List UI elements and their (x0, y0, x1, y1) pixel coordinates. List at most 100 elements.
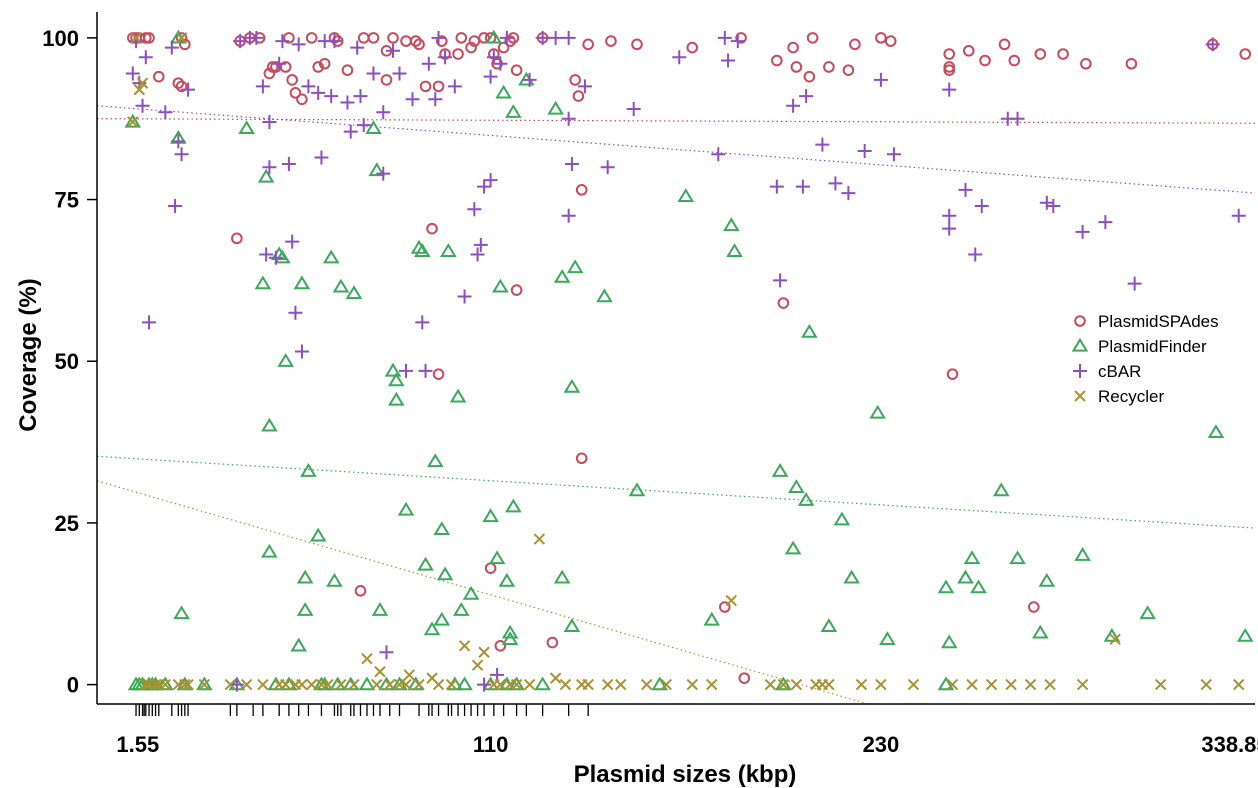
data-point (457, 289, 472, 304)
data-point (285, 234, 300, 249)
data-point (159, 678, 172, 691)
data-point (1154, 678, 1167, 691)
data-point (340, 95, 355, 110)
data-point (438, 50, 453, 65)
data-point (153, 70, 165, 83)
data-point (341, 64, 354, 77)
data-point (249, 30, 264, 45)
data-point (142, 315, 157, 330)
data-point (943, 64, 956, 77)
data-point (582, 678, 594, 691)
data-point (677, 188, 695, 202)
data-point (335, 678, 347, 691)
data-point (465, 41, 477, 54)
data-point (786, 98, 801, 113)
data-point (140, 678, 152, 691)
data-point (413, 38, 425, 51)
data-point (717, 30, 732, 45)
data-point (477, 179, 492, 194)
data-point (535, 30, 550, 45)
data-point (179, 38, 191, 51)
data-point (492, 278, 509, 293)
data-point (435, 35, 448, 47)
data-point (279, 678, 292, 691)
data-point (288, 305, 303, 320)
axes-layer (96, 12, 1255, 705)
data-point (277, 353, 294, 367)
data-point (275, 34, 290, 49)
data-point (799, 89, 814, 104)
data-point (409, 35, 422, 47)
data-point (418, 363, 433, 378)
y-tick-label: 100 (42, 26, 79, 51)
data-point (1038, 572, 1056, 587)
data-point (262, 114, 277, 129)
data-point (470, 247, 485, 262)
data-point (577, 79, 592, 94)
data-point (314, 150, 329, 165)
data-point (600, 160, 615, 175)
data-point (1098, 215, 1113, 230)
data-point (305, 678, 318, 691)
trend-line-plasmidfinder (96, 455, 1256, 529)
data-point (361, 653, 373, 665)
data-point (133, 83, 145, 96)
data-point (566, 259, 584, 274)
data-point (907, 678, 920, 691)
data-point (523, 678, 536, 691)
data-point (1127, 276, 1142, 291)
data-point (572, 90, 585, 102)
data-point (1032, 624, 1049, 639)
data-point (725, 594, 738, 607)
data-point (296, 569, 314, 584)
data-point (173, 605, 190, 620)
data-point (1231, 208, 1246, 223)
data-point (769, 179, 784, 194)
data-point (400, 35, 412, 47)
y-tick-label: 0 (67, 673, 79, 698)
data-point (318, 57, 331, 70)
data-point (354, 585, 367, 597)
data-point (806, 32, 819, 44)
data-point (797, 492, 815, 506)
data-point (224, 678, 237, 691)
data-point (124, 113, 142, 128)
data-point (1074, 547, 1091, 561)
data-point (387, 32, 399, 44)
series-recycler (127, 32, 1245, 691)
legend-marker (1073, 364, 1087, 378)
data-point (259, 247, 274, 262)
data-point (875, 32, 887, 44)
data-point (309, 527, 327, 542)
data-point (641, 678, 653, 691)
data-point (548, 30, 563, 45)
data-point (803, 70, 816, 83)
data-point (365, 120, 382, 135)
data-point (149, 678, 162, 691)
legend-marker (1074, 390, 1086, 402)
data-point (993, 482, 1010, 497)
data-point (357, 32, 370, 44)
data-point (386, 43, 401, 58)
data-point (130, 32, 142, 44)
data-point (168, 199, 183, 214)
data-point (403, 669, 415, 681)
legend-marker (1074, 315, 1086, 327)
data-point (436, 566, 454, 581)
data-point (254, 275, 272, 290)
data-point (946, 678, 959, 691)
data-point (290, 637, 307, 652)
data-point (456, 676, 473, 691)
data-point (366, 66, 381, 81)
data-point (1024, 678, 1037, 691)
data-point (473, 237, 488, 252)
data-point (384, 678, 396, 691)
data-point (843, 569, 860, 584)
data-point (596, 288, 613, 303)
data-point (886, 147, 901, 162)
data-point (998, 38, 1011, 51)
data-point (764, 678, 777, 691)
data-point (426, 222, 438, 235)
data-point (1028, 601, 1040, 613)
